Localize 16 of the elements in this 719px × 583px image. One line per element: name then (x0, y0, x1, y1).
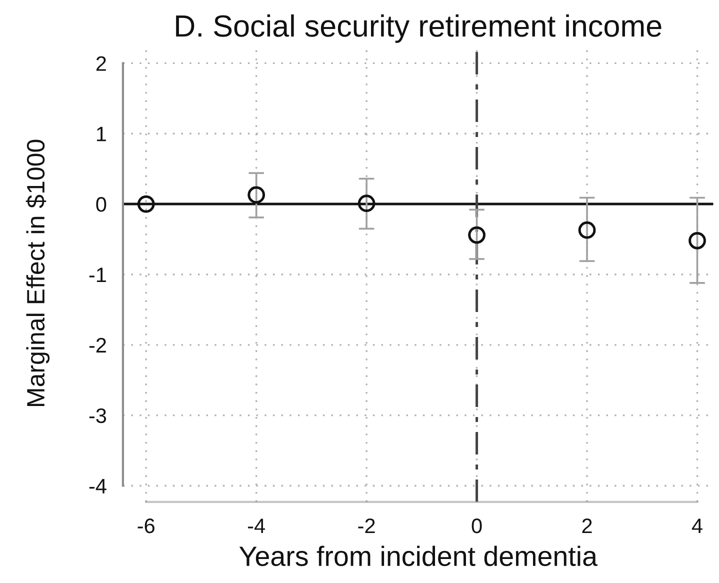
x-tick-label: -4 (248, 518, 265, 534)
x-tick-label: 2 (582, 518, 592, 534)
y-axis-title: Marginal Effect in $1000 (26, 140, 50, 406)
y-tick-label: -1 (89, 268, 106, 282)
chart-title: D. Social security retirement income (176, 14, 662, 43)
y-tick-label: 0 (96, 197, 106, 212)
y-tick-label: 2 (96, 56, 106, 71)
x-tick-label: 0 (472, 518, 482, 534)
x-tick-label: -2 (358, 518, 375, 534)
y-tick-label: -3 (89, 408, 106, 424)
x-axis-title: Years from incident dementia (239, 546, 598, 566)
y-tick-label: -2 (89, 338, 106, 352)
y-tick-label: 1 (96, 126, 106, 142)
x-tick-label: -6 (138, 518, 154, 534)
x-tick-label: 4 (692, 518, 702, 534)
y-tick-label: -4 (89, 478, 106, 494)
